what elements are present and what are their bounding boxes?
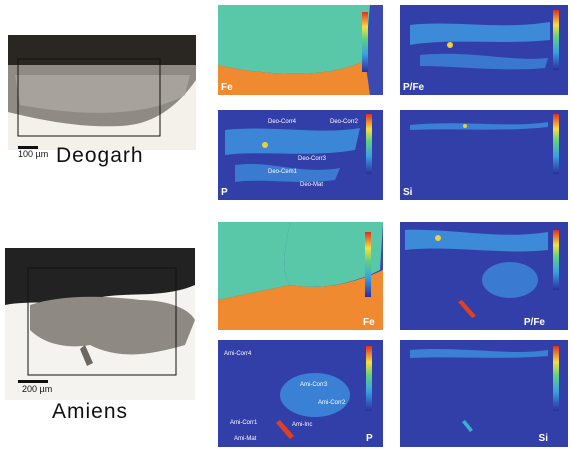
annotation: Ami-Corr2	[318, 400, 346, 406]
annotation: Deo-Mat	[300, 182, 323, 188]
map-amiens-fe: Fe	[218, 222, 383, 330]
map-label: P	[221, 187, 228, 198]
annotation: Deo-Corr4	[268, 119, 297, 125]
site-label: Amiens	[52, 400, 128, 423]
map-label: P	[366, 433, 373, 444]
scale-bar-label: 200 µm	[22, 384, 52, 394]
annotation: Deo-Cem1	[268, 169, 298, 175]
micrograph-deogarh: 100 µm Deogarh	[8, 35, 196, 167]
map-amiens-si: Si	[400, 340, 568, 447]
annotation: Ami-Corr4	[224, 351, 252, 357]
map-deogarh-fe: Fe	[218, 5, 383, 95]
site-label: Deogarh	[56, 144, 144, 167]
map-label: Si	[539, 433, 549, 444]
map-label: P/Fe	[403, 82, 425, 93]
map-amiens-pfe: P/Fe	[400, 222, 568, 330]
annotation: Ami-Inc	[292, 422, 312, 428]
map-deogarh-si: Si	[400, 110, 568, 200]
map-label: Si	[403, 187, 413, 198]
annotation: Deo-Corr2	[330, 119, 359, 125]
map-label: P/Fe	[524, 317, 546, 328]
map-deogarh-pfe: P/Fe	[400, 5, 568, 95]
map-label: Fe	[363, 317, 375, 328]
map-amiens-p: Ami-Corr4 Ami-Corr3 Ami-Corr2 Ami-Corr1 …	[218, 340, 383, 447]
scale-bar-label: 100 µm	[18, 149, 48, 159]
annotation: Ami-Corr1	[230, 420, 258, 426]
annotation: Deo-Corr3	[298, 156, 327, 162]
map-label: Fe	[221, 82, 233, 93]
annotation: Ami-Mat	[234, 436, 257, 442]
map-deogarh-p: Deo-Corr4 Deo-Corr2 Deo-Corr3 Deo-Cem1 D…	[218, 110, 383, 200]
micrograph-amiens: 200 µm Amiens	[5, 248, 195, 423]
annotation: Ami-Corr3	[300, 382, 328, 388]
